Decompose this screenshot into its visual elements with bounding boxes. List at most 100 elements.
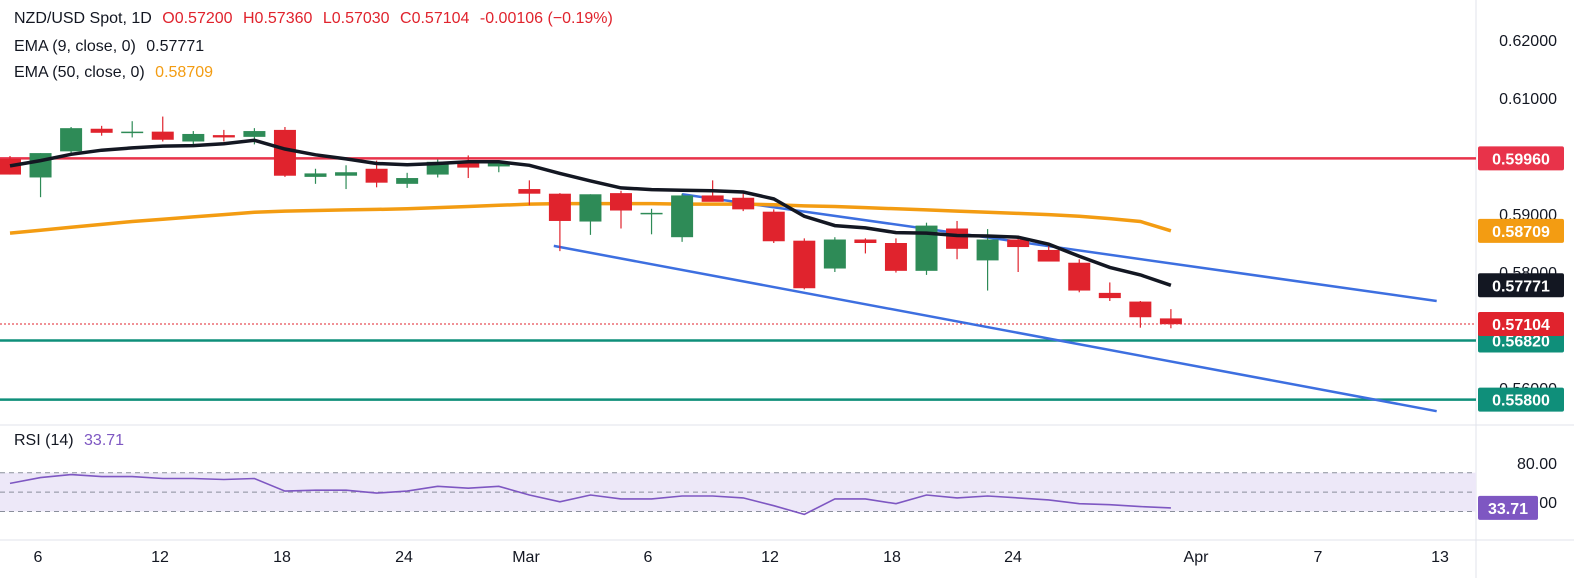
ema9-tag: 0.57771 [1478, 273, 1564, 298]
candle-body [273, 129, 296, 176]
candle-body [182, 133, 205, 142]
support-2-tag-label: 0.55800 [1492, 393, 1550, 410]
candle-body [548, 193, 571, 221]
candle[interactable] [1159, 309, 1182, 329]
ema50-tag-label: 0.58709 [1492, 224, 1550, 241]
candle[interactable] [1007, 235, 1030, 272]
time-tick-label: 24 [1004, 549, 1022, 566]
candle[interactable] [854, 238, 877, 254]
candle-body [243, 131, 266, 137]
candle-body [915, 225, 938, 271]
candle-body [976, 239, 999, 261]
legend-rsi: RSI (14) 33.71 [14, 432, 130, 450]
last-price-tag-bg [1478, 311, 1564, 336]
candle[interactable] [90, 125, 113, 136]
legend-ohlc: NZD/USD Spot, 1D O0.57200 H0.57360 L0.57… [14, 10, 619, 28]
ema9-tag-bg [1478, 273, 1564, 298]
support-2-tag: 0.55800 [1478, 387, 1564, 412]
support-1-tag-label: 0.56820 [1492, 333, 1550, 350]
time-tick-label: Apr [1184, 549, 1210, 566]
legend-ema50: EMA (50, close, 0) 0.58709 [14, 64, 219, 82]
candle[interactable] [182, 131, 205, 145]
time-tick-label: 24 [395, 549, 413, 566]
candle-body [1159, 318, 1182, 325]
candle-body [1068, 262, 1091, 291]
legend-ema9-label: EMA (9, close, 0) [14, 38, 136, 55]
candle[interactable] [60, 127, 83, 154]
candle-body [732, 197, 755, 210]
legend-low: L0.57030 [322, 10, 390, 27]
candle-body [823, 239, 846, 269]
candle[interactable] [396, 172, 419, 188]
resistance-tag: 0.59960 [1478, 146, 1564, 171]
candle[interactable] [884, 238, 907, 273]
candle-body [365, 168, 388, 183]
candle[interactable] [335, 165, 358, 190]
candle[interactable] [946, 220, 969, 260]
legend-rsi-label: RSI (14) [14, 432, 74, 449]
candle-body [946, 228, 969, 249]
candle[interactable] [976, 229, 999, 291]
candle[interactable] [1098, 282, 1121, 301]
rsi-value-tag: 33.71 [1478, 495, 1538, 520]
legend-change: -0.00106 (−0.19%) [479, 10, 613, 27]
channel-lower-line[interactable] [553, 244, 1437, 413]
candle-body [457, 161, 480, 168]
candle-body [610, 193, 632, 211]
candle[interactable] [121, 121, 144, 138]
price-tick-label: 0.62000 [1499, 33, 1557, 50]
candle[interactable] [671, 193, 694, 242]
candle[interactable] [915, 222, 938, 275]
candle[interactable] [579, 194, 602, 235]
candle[interactable] [732, 193, 755, 212]
legend-high: H0.57360 [243, 10, 313, 27]
candle-body [518, 189, 541, 194]
legend-ema9-value: 0.57771 [146, 38, 205, 55]
candle[interactable] [304, 168, 327, 184]
candle[interactable] [273, 127, 296, 177]
legend-symbol: NZD/USD Spot, 1D [14, 10, 152, 27]
candle-body [762, 211, 785, 242]
time-tick-label: 18 [273, 549, 291, 566]
ema50-tag-bg [1478, 218, 1564, 243]
candle[interactable] [1129, 301, 1152, 328]
candle[interactable] [151, 116, 174, 142]
candle[interactable] [610, 190, 632, 229]
rsi-line[interactable] [9, 473, 1171, 516]
legend-rsi-value: 33.71 [84, 432, 125, 449]
candle-body [671, 195, 694, 238]
candle[interactable] [640, 208, 663, 235]
candle-body [1129, 301, 1152, 318]
ema9-line[interactable] [9, 138, 1172, 287]
candle[interactable] [762, 209, 785, 243]
candle[interactable] [518, 180, 541, 206]
candle-body [121, 131, 144, 134]
time-tick-label: 12 [761, 549, 779, 566]
candle[interactable] [548, 193, 571, 252]
resistance-tag-bg [1478, 146, 1564, 171]
candle-body [793, 240, 816, 289]
candle[interactable] [1068, 259, 1091, 293]
candle-body [1098, 292, 1121, 299]
price-tick-label: 0.61000 [1499, 91, 1557, 108]
candle-body [212, 135, 235, 138]
resistance-tag-label: 0.59960 [1492, 151, 1550, 168]
time-tick-label: 6 [644, 549, 653, 566]
time-tick-label: Mar [512, 549, 540, 566]
last-price-tag: 0.57104 [1478, 311, 1564, 336]
candle[interactable] [823, 237, 846, 272]
support-2-tag-bg [1478, 387, 1564, 412]
candle[interactable] [793, 238, 816, 290]
candle-body [884, 243, 907, 271]
legend-ema50-label: EMA (50, close, 0) [14, 64, 145, 81]
legend-ema9: EMA (9, close, 0) 0.57771 [14, 38, 210, 56]
candle[interactable] [457, 155, 480, 179]
candle[interactable] [212, 129, 235, 142]
time-tick-label: 13 [1431, 549, 1449, 566]
legend-close: C0.57104 [400, 10, 470, 27]
time-tick-label: 6 [34, 549, 43, 566]
candle-body [487, 162, 510, 167]
candle-body [701, 195, 724, 202]
time-tick-label: 7 [1314, 549, 1323, 566]
